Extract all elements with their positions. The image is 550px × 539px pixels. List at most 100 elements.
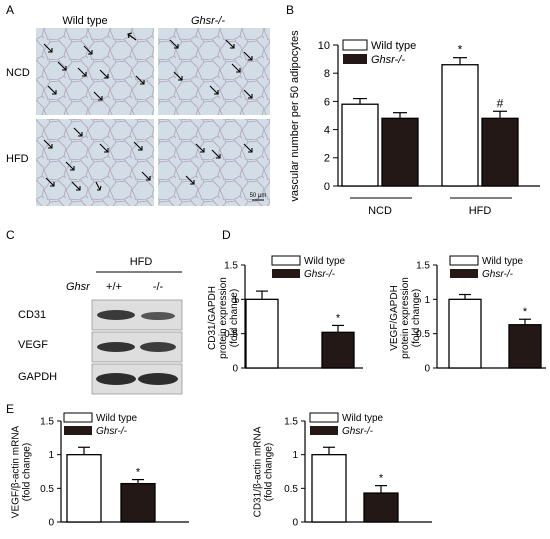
y-axis-label-line: (fold change) [229, 289, 240, 347]
bar [448, 298, 482, 369]
y-tick-label: 0.5 [224, 329, 238, 340]
legend-swatch-ghsr [343, 54, 367, 64]
legend-swatch-ghsr [64, 426, 92, 435]
legend-swatch-wild-type [449, 255, 479, 266]
bar [321, 331, 355, 369]
micrograph-hfd-ghsr [158, 119, 270, 206]
micro-col-wild-type: Wild type [62, 15, 107, 27]
y-axis-label: CD31/β-actin mRNA(fold change) [253, 426, 275, 517]
y-tick-label: 1.5 [416, 261, 430, 272]
bar [66, 454, 102, 523]
bar [120, 482, 156, 523]
blot-protein-gapdh: GAPDH [18, 371, 57, 383]
y-tick-label: 1.5 [224, 261, 238, 272]
legend-label-wild-type: Wild type [342, 413, 384, 424]
legend-swatch-ghsr [310, 426, 338, 435]
legend-swatch-wild-type [271, 255, 301, 266]
legend-label-wild-type: Wild type [304, 256, 346, 267]
y-axis-label-line: (fold change) [264, 443, 275, 501]
panel-letter-a: A [6, 3, 14, 17]
band-gapdh-wt [96, 373, 136, 385]
y-axis-label: VEGF/GAPDHprotein expression(fold change… [389, 277, 422, 359]
band-vegf-ko [140, 342, 176, 352]
band-cd31-ko [141, 312, 175, 320]
y-tick-label: 8 [324, 68, 330, 80]
bar [245, 298, 279, 369]
vessel-arrows [43, 32, 253, 191]
micrograph-hfd-wild-type [36, 119, 154, 206]
micro-col-ghsr: Ghsr-/- [191, 15, 225, 27]
micro-row-ncd: NCD [6, 67, 30, 79]
y-tick-label: 1 [232, 295, 238, 306]
category-label: NCD [368, 205, 392, 217]
significance-mark: * [379, 473, 384, 485]
y-tick-label: 1.5 [40, 417, 54, 428]
y-tick-label: 0.5 [40, 484, 54, 495]
legend-label-ghsr: Ghsr-/- [482, 269, 514, 280]
y-axis-label-line: (fold change) [22, 443, 33, 501]
band-vegf-wt [97, 342, 135, 352]
y-tick-label: 4 [324, 124, 330, 136]
blot-condition: HFD [130, 256, 153, 268]
y-tick-label: 0 [232, 364, 238, 375]
y-axis-label: vascular number per 50 adipocytes [289, 30, 301, 202]
micrograph-panel: Wild type Ghsr-/- NCD HFD [6, 15, 270, 206]
y-axis-label-line: CD31/GAPDH [207, 286, 218, 350]
y-tick-label: 0 [48, 518, 54, 529]
panel-letter-d: D [222, 228, 231, 242]
blot-lane-2: -/- [153, 281, 164, 293]
y-axis-label: CD31/GAPDHprotein expression(fold change… [207, 277, 240, 359]
legend-label-ghsr: Ghsr-/- [304, 269, 336, 280]
legend-swatch-wild-type [309, 412, 339, 423]
y-tick-label: 1 [292, 450, 298, 461]
blot-protein-cd31: CD31 [18, 309, 46, 321]
y-tick-label: 0.5 [416, 329, 430, 340]
legend-label-wild-type: Wild type [96, 413, 138, 424]
blot-protein-vegf: VEGF [18, 339, 48, 351]
y-tick-label: 1.5 [284, 417, 298, 428]
legend-label-wild-type: Wild type [371, 40, 416, 52]
legend-label-ghsr: Ghsr-/- [342, 426, 374, 437]
significance-mark: * [523, 306, 528, 318]
y-tick-label: 0 [324, 181, 330, 193]
blot-lane-1: +/+ [106, 281, 122, 293]
y-axis-label-line: VEGF/GAPDH [389, 285, 400, 351]
significance-mark: * [336, 312, 341, 324]
y-axis-label: VEGF/β-actin mRNA(fold change) [11, 425, 33, 518]
y-axis-label-line: protein expression [218, 277, 229, 359]
y-axis-label-line: (fold change) [411, 289, 422, 347]
y-tick-label: 1 [424, 295, 430, 306]
y-tick-label: 6 [324, 96, 330, 108]
y-tick-label: 2 [324, 153, 330, 165]
legend-swatch-wild-type [63, 412, 93, 423]
legend-label-wild-type: Wild type [482, 256, 524, 267]
panel-letter-b: B [286, 3, 294, 17]
micrograph-ncd-wild-type [36, 28, 154, 115]
y-tick-label: 1 [48, 450, 54, 461]
micro-row-hfd: HFD [6, 153, 29, 165]
significance-mark: # [497, 96, 504, 110]
bar [363, 492, 399, 523]
legend-swatch-ghsr [450, 269, 478, 278]
y-axis-label-line: CD31/β-actin mRNA [253, 426, 264, 517]
y-tick-label: 0 [424, 364, 430, 375]
chart-d1: 0 0.5 1 1.5 CD31/GAPDHprotein expression(fol… [207, 255, 363, 375]
chart-e2: 0 0.5 1 1.5 CD31/β-actin mRNA(fold change) * W… [253, 412, 432, 529]
band-cd31-wt [97, 310, 135, 320]
bar [481, 117, 519, 187]
scale-bar-label: 50 μm [250, 193, 267, 199]
category-label: HFD [469, 205, 492, 217]
bar [311, 454, 347, 523]
significance-mark: * [136, 467, 141, 479]
panel-letter-c: C [6, 228, 15, 242]
blot-genotype-label: Ghsr [66, 281, 91, 293]
y-axis-label-line: VEGF/β-actin mRNA [11, 425, 22, 518]
chart-e1: 0 0.5 1 1.5 VEGF/β-actin mRNA(fold change) * W… [11, 412, 189, 529]
bar [441, 64, 479, 187]
y-axis-label-line: vascular number per 50 adipocytes [289, 30, 301, 202]
band-gapdh-ko [138, 373, 178, 385]
chart-b: 0 2 4 6 8 10 vascular number per 50 adipocytes… [289, 30, 540, 217]
legend-label-ghsr: Ghsr-/- [96, 426, 128, 437]
